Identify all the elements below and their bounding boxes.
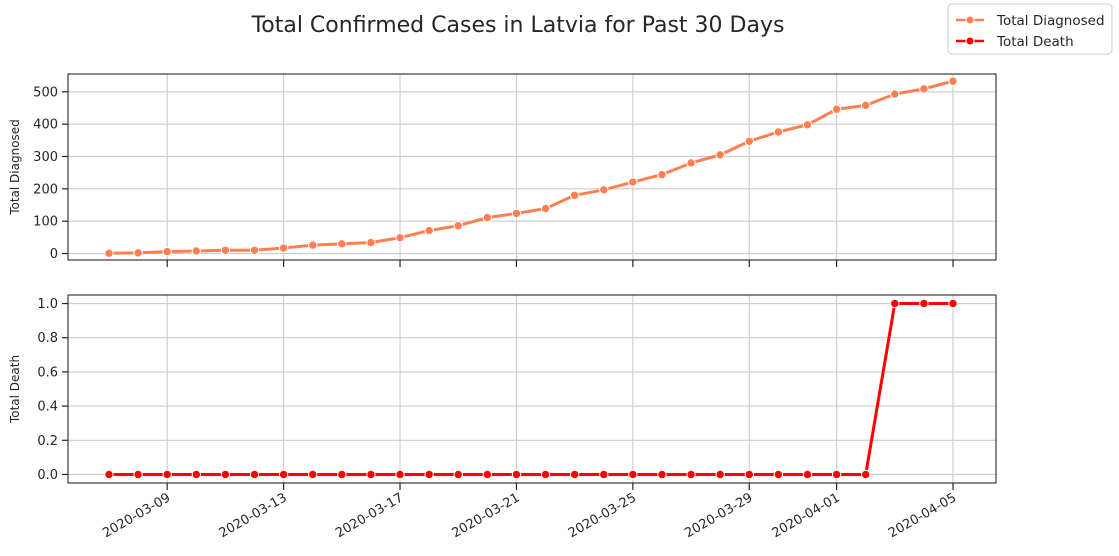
total-diagnosed-point-2020-03-13 [279, 244, 287, 252]
total-death-point-2020-03-11 [221, 470, 229, 478]
total-death-series-line [109, 304, 953, 475]
x-tick-label-2020-03-25: 2020-03-25 [566, 490, 639, 541]
total-death-point-2020-03-15 [338, 470, 346, 478]
total-death-point-2020-03-23 [570, 470, 578, 478]
total-diagnosed-point-2020-03-26 [658, 170, 666, 178]
total-diagnosed-point-2020-03-31 [803, 121, 811, 129]
total-diagnosed-y-tick-label-0: 0 [50, 247, 58, 262]
total-diagnosed-point-2020-03-07 [105, 249, 113, 257]
total-death-point-2020-03-29 [745, 470, 753, 478]
total-death-point-2020-04-05 [949, 299, 957, 307]
total-death-point-2020-03-19 [454, 470, 462, 478]
total-death-point-2020-04-04 [920, 299, 928, 307]
total-diagnosed-y-tick-label-4: 400 [33, 118, 58, 133]
total-diagnosed-point-2020-03-25 [629, 178, 637, 186]
total-death-point-2020-03-16 [367, 470, 375, 478]
total-diagnosed-point-2020-04-02 [861, 101, 869, 109]
total-diagnosed-y-tick-label-3: 300 [33, 150, 58, 165]
total-diagnosed-point-2020-03-21 [512, 209, 520, 217]
total-diagnosed-point-2020-03-08 [134, 249, 142, 257]
total-death-y-tick-label-1: 0.2 [37, 434, 58, 449]
total-diagnosed-point-2020-03-19 [454, 222, 462, 230]
total-diagnosed-y-tick-label-5: 500 [33, 85, 58, 100]
legend-marker-total-death [966, 37, 974, 45]
total-diagnosed-point-2020-03-11 [221, 246, 229, 254]
total-death-point-2020-03-25 [629, 470, 637, 478]
total-death-point-2020-03-09 [163, 470, 171, 478]
total-diagnosed-series-line [109, 81, 953, 253]
total-diagnosed-point-2020-03-15 [338, 240, 346, 248]
total-diagnosed-point-2020-03-12 [250, 246, 258, 254]
total-death-point-2020-03-07 [105, 470, 113, 478]
total-death-y-tick-label-4: 0.8 [37, 331, 58, 346]
total-diagnosed-point-2020-03-22 [541, 204, 549, 212]
total-death-point-2020-03-30 [774, 470, 782, 478]
total-death-point-2020-03-31 [803, 470, 811, 478]
legend-label-total-diagnosed: Total Diagnosed [996, 13, 1105, 29]
total-diagnosed-point-2020-03-23 [570, 191, 578, 199]
total-death-point-2020-03-18 [425, 470, 433, 478]
diagnosed-panel: 0 100 200 300 400 500 Total Diagnosed [8, 74, 996, 267]
total-diagnosed-point-2020-04-04 [920, 85, 928, 93]
total-death-y-axis-label: Total Death [8, 355, 22, 424]
total-diagnosed-axes-frame [68, 74, 996, 260]
total-diagnosed-point-2020-04-03 [891, 90, 899, 98]
x-tick-label-2020-04-01: 2020-04-01 [770, 490, 843, 541]
total-diagnosed-point-2020-03-16 [367, 238, 375, 246]
legend-marker-total-diagnosed [966, 16, 974, 24]
total-diagnosed-point-2020-03-10 [192, 247, 200, 255]
total-death-point-2020-03-27 [687, 470, 695, 478]
x-tick-label-2020-04-05: 2020-04-05 [886, 490, 959, 541]
x-tick-label-2020-03-17: 2020-03-17 [333, 490, 406, 541]
total-death-point-2020-03-13 [279, 470, 287, 478]
total-death-point-2020-03-17 [396, 470, 404, 478]
total-death-point-2020-03-12 [250, 470, 258, 478]
total-diagnosed-point-2020-03-14 [309, 241, 317, 249]
legend: Total Diagnosed Total Death [948, 4, 1112, 54]
total-death-point-2020-03-22 [541, 470, 549, 478]
total-death-point-2020-04-01 [832, 470, 840, 478]
x-tick-label-2020-03-21: 2020-03-21 [450, 490, 523, 541]
x-tick-labels: 2020-03-09 2020-03-13 2020-03-17 2020-03-21… [100, 490, 959, 541]
total-diagnosed-point-2020-03-17 [396, 233, 404, 241]
total-diagnosed-y-axis-label: Total Diagnosed [8, 119, 22, 216]
x-tick-label-2020-03-09: 2020-03-09 [100, 490, 173, 541]
total-death-point-2020-03-08 [134, 470, 142, 478]
total-death-point-2020-03-24 [600, 470, 608, 478]
total-diagnosed-point-2020-03-24 [600, 186, 608, 194]
total-death-y-tick-label-3: 0.6 [37, 365, 58, 380]
total-death-point-2020-03-26 [658, 470, 666, 478]
total-death-point-2020-03-20 [483, 470, 491, 478]
legend-label-total-death: Total Death [996, 34, 1074, 50]
total-diagnosed-point-2020-03-28 [716, 151, 724, 159]
total-diagnosed-point-2020-03-20 [483, 213, 491, 221]
total-diagnosed-y-tick-label-1: 100 [33, 215, 58, 230]
total-death-y-tick-label-2: 0.4 [37, 400, 58, 415]
total-death-point-2020-03-14 [309, 470, 317, 478]
total-death-point-2020-03-28 [716, 470, 724, 478]
total-diagnosed-point-2020-03-09 [163, 247, 171, 255]
total-diagnosed-point-2020-03-18 [425, 226, 433, 234]
total-diagnosed-point-2020-04-01 [832, 105, 840, 113]
total-death-y-tick-label-5: 1.0 [37, 297, 58, 312]
total-diagnosed-point-2020-03-27 [687, 159, 695, 167]
total-death-point-2020-04-02 [861, 470, 869, 478]
total-diagnosed-point-2020-04-05 [949, 77, 957, 85]
total-death-point-2020-04-03 [891, 299, 899, 307]
total-death-point-2020-03-21 [512, 470, 520, 478]
total-death-y-tick-label-0: 0.0 [37, 468, 58, 483]
chart-title: Total Confirmed Cases in Latvia for Past… [251, 13, 785, 38]
total-death-point-2020-03-10 [192, 470, 200, 478]
x-tick-label-2020-03-29: 2020-03-29 [682, 490, 755, 541]
x-tick-label-2020-03-13: 2020-03-13 [217, 490, 290, 541]
total-diagnosed-point-2020-03-30 [774, 128, 782, 136]
total-diagnosed-y-tick-label-2: 200 [33, 182, 58, 197]
total-death-axes-frame [68, 295, 996, 483]
death-panel: 0.0 0.2 0.4 0.6 0.8 1.0 Total Death [8, 295, 996, 490]
total-diagnosed-point-2020-03-29 [745, 137, 753, 145]
